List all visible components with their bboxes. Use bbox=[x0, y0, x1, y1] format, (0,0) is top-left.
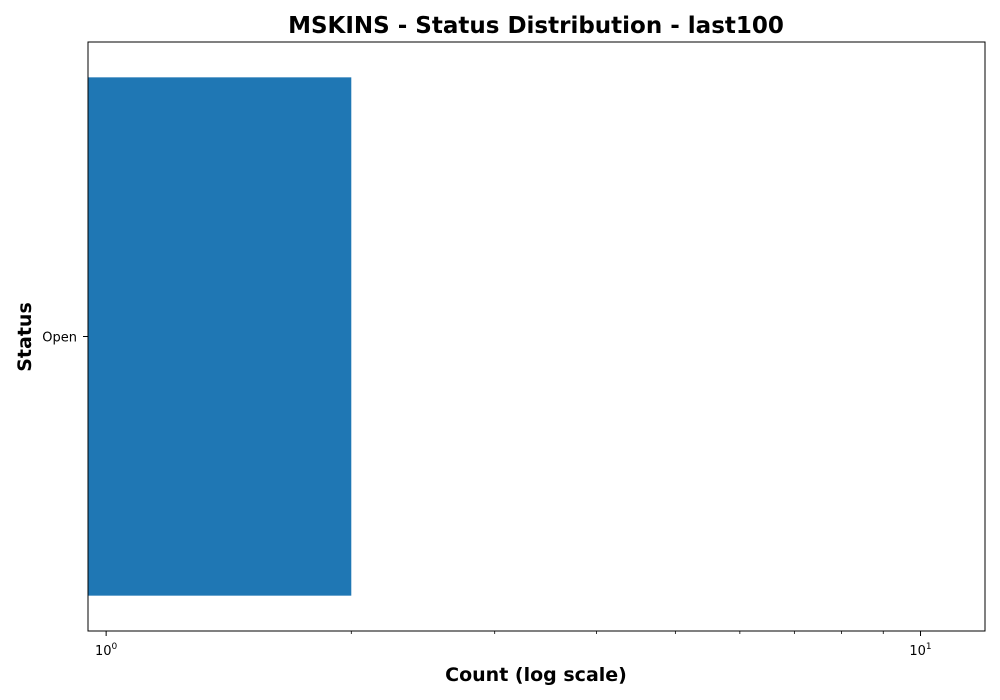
y-axis-label: Status bbox=[14, 302, 36, 372]
x-tick-label-1: 101 bbox=[909, 642, 931, 659]
x-axis-label: Count (log scale) bbox=[445, 664, 627, 686]
chart-title: MSKINS - Status Distribution - last100 bbox=[288, 13, 784, 39]
y-tick-label-open: Open bbox=[42, 331, 77, 346]
x-tick-label-0: 100 bbox=[95, 642, 118, 659]
bar-open bbox=[88, 77, 352, 596]
plot-area: 100 101 Open bbox=[42, 41, 986, 659]
